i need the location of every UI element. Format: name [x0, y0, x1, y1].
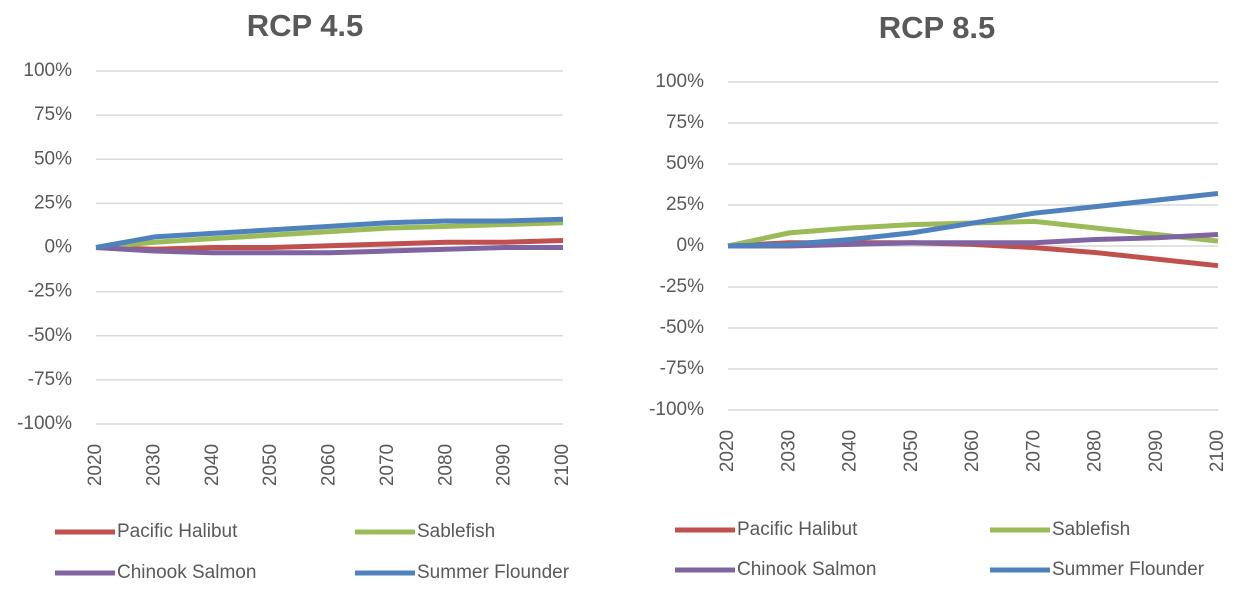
x-tick-label: 2080: [435, 444, 456, 486]
x-tick-label: 2040: [202, 444, 223, 486]
y-tick-label: -50%: [660, 317, 704, 338]
y-tick-label: -25%: [660, 276, 704, 297]
y-tick-label: -25%: [28, 281, 72, 302]
series-line: [727, 191, 1219, 249]
legend-label: Pacific Halibut: [117, 521, 238, 542]
legend-label: Summer Flounder: [1052, 559, 1205, 580]
y-tick-label: 75%: [666, 112, 704, 133]
x-tick-label: 2040: [840, 430, 861, 472]
legend-label: Sablefish: [417, 521, 495, 542]
x-tick-label: 2060: [962, 430, 983, 472]
x-tick-label: 2100: [1207, 430, 1228, 472]
x-tick-label: 2100: [552, 444, 573, 486]
y-tick-label: 50%: [666, 153, 704, 174]
y-tick-label: 0%: [677, 235, 705, 256]
series-line: [95, 245, 563, 256]
y-tick-label: -50%: [28, 325, 72, 346]
y-tick-label: -75%: [28, 369, 72, 390]
legend-label: Chinook Salmon: [737, 559, 876, 580]
chart-title: RCP 8.5: [879, 10, 996, 45]
y-tick-label: -100%: [649, 399, 704, 420]
y-tick-label: 100%: [23, 60, 72, 81]
y-tick-label: 25%: [34, 192, 72, 213]
series-line: [728, 232, 1219, 249]
x-tick-label: 2060: [319, 444, 340, 486]
legend-label: Pacific Halibut: [737, 519, 858, 540]
series-line: [95, 216, 564, 250]
y-tick-label: 50%: [34, 148, 72, 169]
y-tick-label: 0%: [45, 237, 73, 258]
legend-label: Summer Flounder: [417, 562, 570, 583]
y-tick-label: -75%: [660, 358, 704, 379]
x-tick-label: 2080: [1085, 430, 1106, 472]
x-tick-label: 2090: [1146, 430, 1167, 472]
x-tick-label: 2030: [143, 444, 164, 486]
x-tick-label: 2050: [901, 430, 922, 472]
x-tick-label: 2020: [717, 430, 738, 472]
y-tick-label: 100%: [655, 71, 704, 92]
series-line: [95, 220, 564, 250]
x-tick-label: 2090: [494, 444, 515, 486]
chart-title: RCP 4.5: [247, 8, 364, 43]
x-tick-label: 2020: [85, 444, 106, 486]
legend-label: Chinook Salmon: [117, 562, 256, 583]
legend-label: Sablefish: [1052, 519, 1130, 540]
x-tick-label: 2050: [260, 444, 281, 486]
x-tick-label: 2030: [778, 430, 799, 472]
y-tick-label: -100%: [17, 413, 72, 434]
x-tick-label: 2070: [377, 444, 398, 486]
x-tick-label: 2070: [1023, 430, 1044, 472]
series-line: [95, 237, 564, 252]
y-tick-label: 75%: [34, 104, 72, 125]
y-tick-label: 25%: [666, 194, 704, 215]
